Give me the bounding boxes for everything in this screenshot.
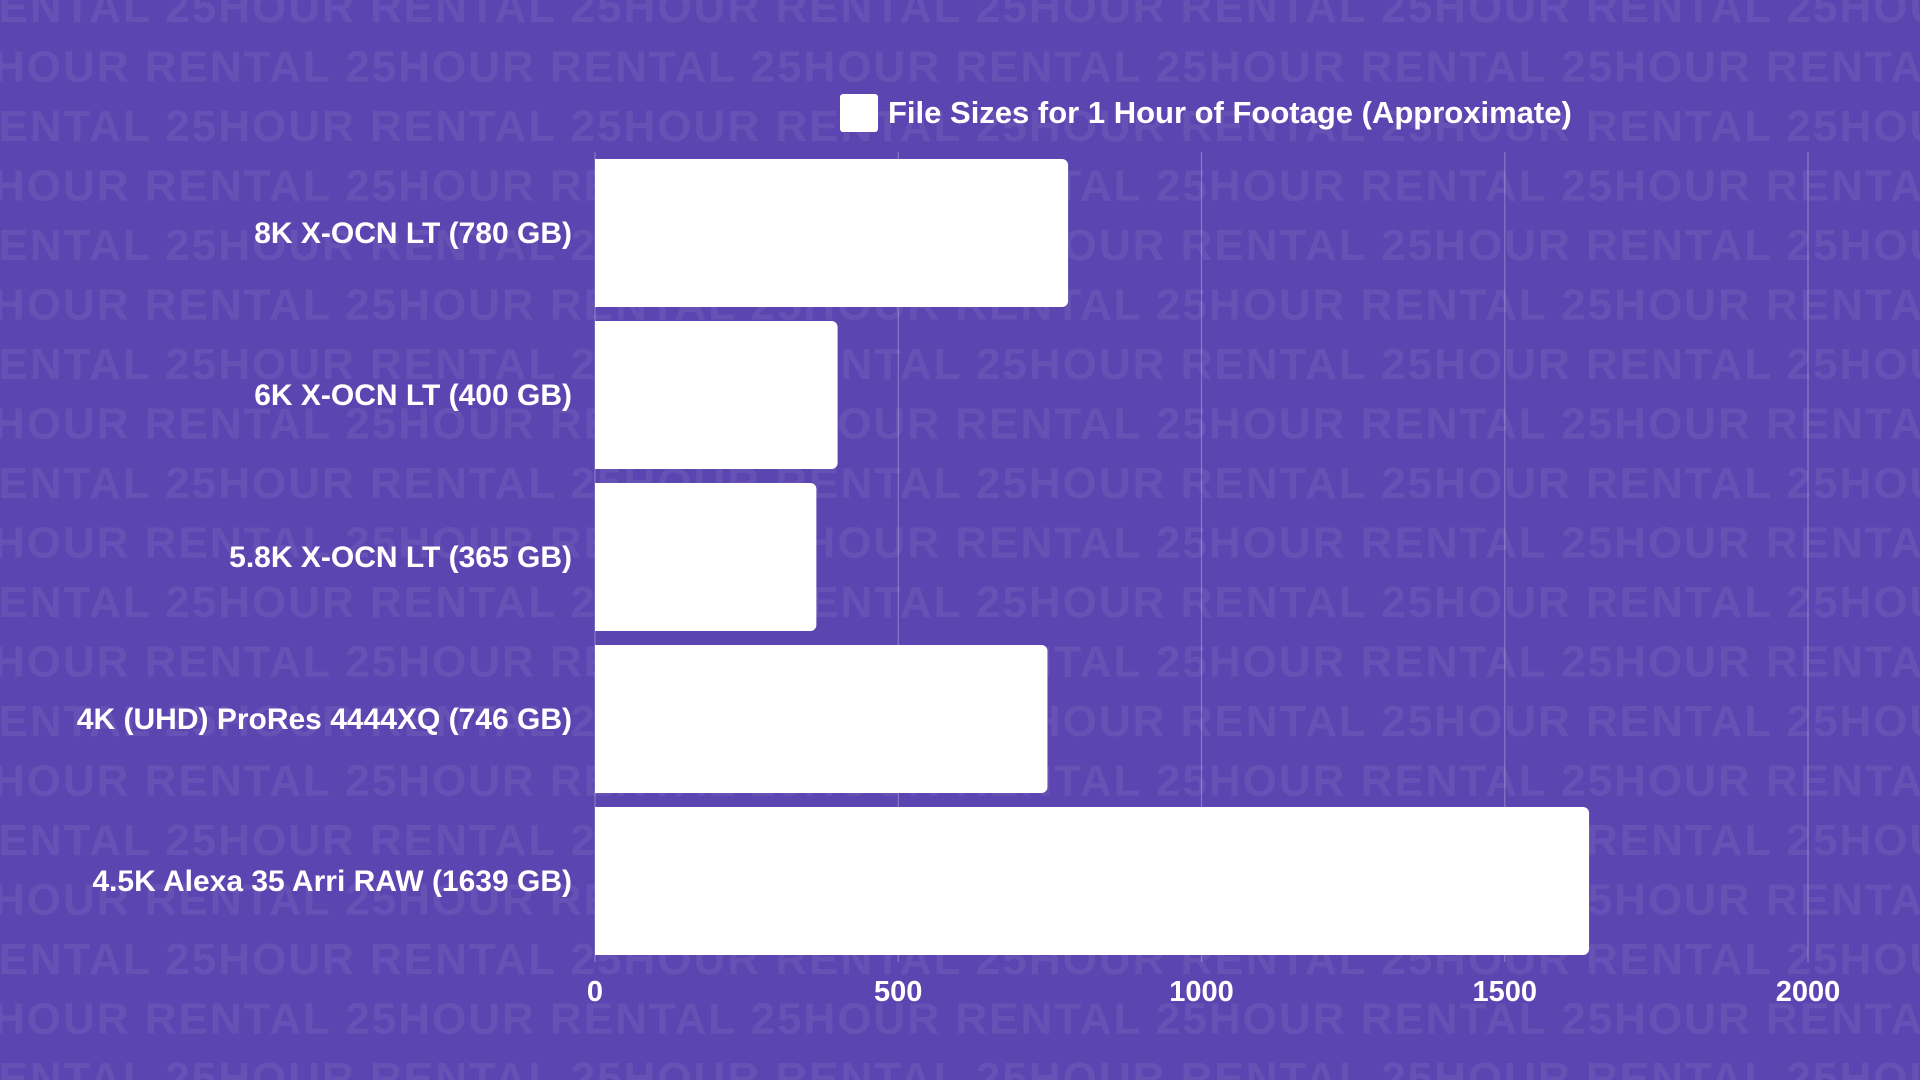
x-tick-label: 2000 — [1776, 976, 1841, 1008]
x-tick-label: 500 — [874, 976, 922, 1008]
bar-base — [595, 645, 605, 793]
bar — [595, 807, 1590, 955]
watermark-row: 25HOUR RENTAL 25HOUR RENTAL 25HOUR RENTA… — [0, 0, 1920, 32]
watermark-row: 25HOUR RENTAL 25HOUR RENTAL 25HOUR RENTA… — [0, 995, 1920, 1044]
watermark-row: 25HOUR RENTAL 25HOUR RENTAL 25HOUR RENTA… — [0, 459, 1920, 508]
bar — [595, 483, 817, 631]
x-tick-label: 1500 — [1472, 976, 1537, 1008]
category-label: 5.8K X-OCN LT (365 GB) — [229, 541, 572, 574]
x-tick-label: 0 — [587, 976, 603, 1008]
category-labels: 8K X-OCN LT (780 GB) 6K X-OCN LT (400 GB)… — [77, 217, 572, 898]
bars — [595, 159, 1590, 955]
bar-base — [595, 159, 605, 307]
category-label: 8K X-OCN LT (780 GB) — [254, 217, 572, 250]
category-label: 6K X-OCN LT (400 GB) — [254, 379, 572, 412]
bar-base — [595, 321, 605, 469]
x-tick-label: 1000 — [1169, 976, 1234, 1008]
bar-base — [595, 483, 605, 631]
watermark-row: 25HOUR RENTAL 25HOUR RENTAL 25HOUR RENTA… — [0, 578, 1920, 627]
legend-swatch — [840, 94, 878, 132]
bar-base — [595, 807, 605, 955]
category-label: 4.5K Alexa 35 Arri RAW (1639 GB) — [92, 865, 572, 898]
watermark-row: 25HOUR RENTAL 25HOUR RENTAL 25HOUR RENTA… — [0, 102, 1920, 151]
watermark-row: 25HOUR RENTAL 25HOUR RENTAL 25HOUR RENTA… — [0, 1054, 1920, 1080]
watermark-row: 25HOUR RENTAL 25HOUR RENTAL 25HOUR RENTA… — [0, 400, 1920, 449]
legend: File Sizes for 1 Hour of Footage (Approx… — [840, 94, 1572, 132]
bar — [595, 159, 1069, 307]
x-axis-ticks: 0 500 1000 1500 2000 — [587, 976, 1840, 1008]
watermark-row: 25HOUR RENTAL 25HOUR RENTAL 25HOUR RENTA… — [0, 519, 1920, 568]
bar — [595, 645, 1048, 793]
category-label: 4K (UHD) ProRes 4444XQ (746 GB) — [77, 703, 572, 736]
legend-label: File Sizes for 1 Hour of Footage (Approx… — [888, 95, 1572, 130]
watermark-row: 25HOUR RENTAL 25HOUR RENTAL 25HOUR RENTA… — [0, 340, 1920, 389]
watermark-row: 25HOUR RENTAL 25HOUR RENTAL 25HOUR RENTA… — [0, 43, 1920, 92]
bar — [595, 321, 838, 469]
